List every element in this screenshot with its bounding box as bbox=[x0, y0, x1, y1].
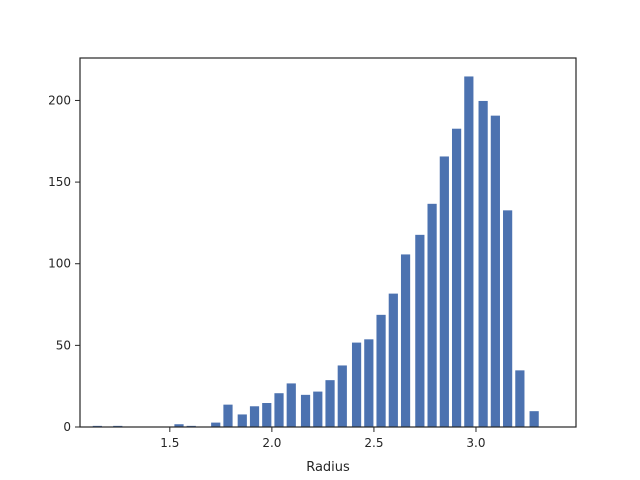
histogram-bar bbox=[248, 405, 261, 428]
histogram-bar bbox=[438, 155, 450, 428]
histogram-bar bbox=[414, 233, 426, 428]
histogram-bar bbox=[312, 390, 324, 428]
histogram-bar bbox=[489, 114, 501, 428]
histogram-bar bbox=[324, 379, 336, 428]
x-tick-label: 1.5 bbox=[160, 436, 179, 450]
histogram-bar bbox=[336, 364, 348, 428]
histogram-bar bbox=[299, 393, 312, 428]
x-axis-ticks: 1.5 2.0 2.5 3.0 bbox=[160, 427, 486, 450]
histogram-bar bbox=[363, 338, 375, 428]
histogram-bar bbox=[426, 202, 438, 428]
histogram-bar bbox=[514, 369, 526, 428]
x-tick-label: 2.5 bbox=[364, 436, 383, 450]
histogram-bar bbox=[236, 413, 248, 428]
y-tick-label: 200 bbox=[48, 93, 71, 107]
histogram-bar bbox=[387, 292, 399, 428]
histogram-bar bbox=[528, 410, 540, 428]
histogram-bar bbox=[450, 127, 463, 428]
histogram-bar bbox=[502, 209, 514, 428]
x-tick-label: 3.0 bbox=[466, 436, 485, 450]
x-axis-label: Radius bbox=[306, 460, 350, 475]
y-tick-label: 100 bbox=[48, 257, 71, 271]
y-tick-label: 0 bbox=[63, 420, 71, 434]
y-axis-ticks: 0 50 100 150 200 bbox=[48, 93, 80, 434]
y-tick-label: 150 bbox=[48, 175, 71, 189]
plot-frame bbox=[79, 57, 577, 428]
histogram-bar bbox=[350, 341, 363, 428]
histogram-bar bbox=[375, 313, 387, 428]
x-tick-label: 2.0 bbox=[262, 436, 281, 450]
histogram-bars bbox=[91, 75, 540, 428]
histogram-bar bbox=[210, 421, 222, 428]
histogram-bar bbox=[463, 75, 475, 428]
histogram-bar bbox=[273, 392, 285, 428]
histogram-bar bbox=[477, 99, 489, 428]
histogram-bar bbox=[285, 382, 297, 428]
histogram-bar bbox=[261, 402, 273, 428]
y-tick-label: 50 bbox=[56, 338, 71, 352]
histogram-bar bbox=[222, 403, 234, 428]
histogram-bar bbox=[399, 253, 412, 428]
